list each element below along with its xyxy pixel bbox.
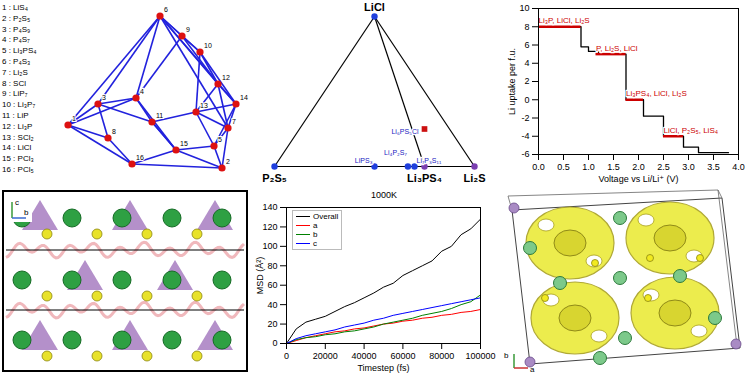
svg-text:3.5: 3.5: [707, 162, 720, 172]
html-text:c: c: [313, 239, 317, 248]
svg-text:2.5: 2.5: [657, 162, 670, 172]
svg-text:c: c: [15, 198, 19, 207]
svg-text:10: 10: [519, 3, 529, 13]
svg-text:P₂S₅: P₂S₅: [262, 172, 287, 184]
svg-text:20: 20: [267, 319, 277, 329]
svg-text:-6: -6: [521, 149, 529, 159]
svg-text:4 : P₄S₇: 4 : P₄S₇: [2, 35, 30, 44]
svg-text:b: b: [504, 351, 509, 360]
svg-text:Li₂S: Li₂S: [464, 172, 486, 184]
svg-text:Li₃PS₄, LiCl, Li₂S: Li₃PS₄, LiCl, Li₂S: [626, 89, 687, 98]
svg-text:80000: 80000: [429, 351, 454, 361]
svg-text:100: 100: [262, 241, 277, 251]
svg-text:6: 6: [164, 6, 168, 13]
svg-text:0: 0: [284, 351, 289, 361]
svg-text:40000: 40000: [352, 351, 377, 361]
svg-text:0.5: 0.5: [557, 162, 570, 172]
svg-text:5 : Li₃PS₄: 5 : Li₃PS₄: [2, 46, 37, 55]
svg-text:2: 2: [524, 76, 529, 86]
svg-text:LiCl: LiCl: [364, 1, 385, 13]
svg-text:12 : Li₃P: 12 : Li₃P: [2, 122, 32, 131]
svg-text:Li₄P₂S₇: Li₄P₂S₇: [384, 149, 407, 156]
svg-text:LiPS₃: LiPS₃: [355, 157, 373, 164]
svg-text:3.0: 3.0: [682, 162, 695, 172]
svg-text:8 : SCl: 8 : SCl: [2, 79, 26, 88]
svg-text:14 : LiCl: 14 : LiCl: [2, 143, 32, 152]
svg-text:a: a: [530, 365, 535, 374]
svg-text:40: 40: [267, 300, 277, 310]
svg-text:Timestep (fs): Timestep (fs): [357, 363, 409, 373]
svg-text:60000: 60000: [390, 351, 415, 361]
html-text:Overall: Overall: [313, 212, 339, 221]
svg-text:10: 10: [204, 42, 212, 49]
svg-text:6: 6: [524, 40, 529, 50]
svg-text:13: 13: [200, 102, 208, 109]
svg-text:1.5: 1.5: [607, 162, 620, 172]
svg-text:Voltage vs Li/Li⁺ (V): Voltage vs Li/Li⁺ (V): [599, 174, 679, 184]
svg-text:Li uptake per f.u.: Li uptake per f.u.: [507, 48, 517, 115]
svg-text:0: 0: [272, 338, 277, 348]
svg-text:8: 8: [524, 22, 529, 32]
svg-text:1 : LiS₄: 1 : LiS₄: [2, 3, 28, 12]
svg-text:4.0: 4.0: [732, 162, 745, 172]
svg-text:Li₆PS₅Cl: Li₆PS₅Cl: [391, 128, 418, 135]
svg-text:1.0: 1.0: [582, 162, 595, 172]
svg-text:2.0: 2.0: [632, 162, 645, 172]
html-text:a: a: [313, 221, 318, 230]
svg-text:-2: -2: [521, 113, 529, 123]
svg-text:16: 16: [136, 154, 144, 161]
svg-text:b: b: [24, 208, 29, 217]
svg-text:-4: -4: [521, 131, 529, 141]
svg-text:1: 1: [72, 115, 76, 122]
html-text:1000K: 1000K: [371, 190, 397, 200]
svg-text:11 : LiP: 11 : LiP: [2, 111, 29, 120]
svg-text:MSD (Å²): MSD (Å²): [255, 257, 265, 295]
svg-text:4: 4: [140, 88, 144, 95]
html-text:b: b: [313, 230, 318, 239]
svg-text:80: 80: [267, 261, 277, 271]
svg-text:8: 8: [112, 128, 116, 135]
svg-text:10 : Li₃P₇: 10 : Li₃P₇: [2, 100, 35, 109]
svg-text:3: 3: [102, 94, 106, 101]
svg-text:3 : P₄S₉: 3 : P₄S₉: [2, 25, 30, 34]
svg-text:Li₃PS₄: Li₃PS₄: [407, 172, 442, 184]
svg-text:LiCl, P₂S₅, LiS₄: LiCl, P₂S₅, LiS₄: [664, 126, 719, 135]
svg-text:4: 4: [524, 58, 529, 68]
svg-text:9: 9: [186, 26, 190, 33]
svg-text:120: 120: [262, 222, 277, 232]
svg-text:13 : SCl₂: 13 : SCl₂: [2, 133, 34, 142]
svg-text:2 : P₂S₅: 2 : P₂S₅: [2, 14, 30, 23]
svg-text:7 : Li₂S: 7 : Li₂S: [2, 68, 28, 77]
svg-text:140: 140: [262, 202, 277, 212]
svg-text:20000: 20000: [313, 351, 338, 361]
svg-text:6 : P₄S₃: 6 : P₄S₃: [2, 57, 30, 66]
svg-text:100000: 100000: [465, 351, 495, 361]
svg-text:60: 60: [267, 280, 277, 290]
svg-text:11: 11: [156, 112, 163, 119]
svg-text:16 : PCl₅: 16 : PCl₅: [2, 165, 34, 174]
svg-text:Li₇P₃S₁₁: Li₇P₃S₁₁: [417, 157, 442, 164]
svg-text:0: 0: [524, 95, 529, 105]
svg-text:5: 5: [218, 136, 222, 143]
svg-text:15 : PCl₃: 15 : PCl₃: [2, 154, 34, 163]
svg-text:14: 14: [240, 94, 248, 101]
svg-text:7: 7: [232, 118, 236, 125]
svg-text:0.0: 0.0: [532, 162, 545, 172]
svg-text:12: 12: [222, 74, 230, 81]
svg-text:2: 2: [226, 158, 230, 165]
svg-text:P, Li₂S, LiCl: P, Li₂S, LiCl: [596, 44, 638, 53]
svg-text:15: 15: [180, 140, 188, 147]
svg-text:Li₃P, LiCl, Li₂S: Li₃P, LiCl, Li₂S: [539, 16, 590, 25]
svg-text:9 : LiP₇: 9 : LiP₇: [2, 89, 28, 98]
